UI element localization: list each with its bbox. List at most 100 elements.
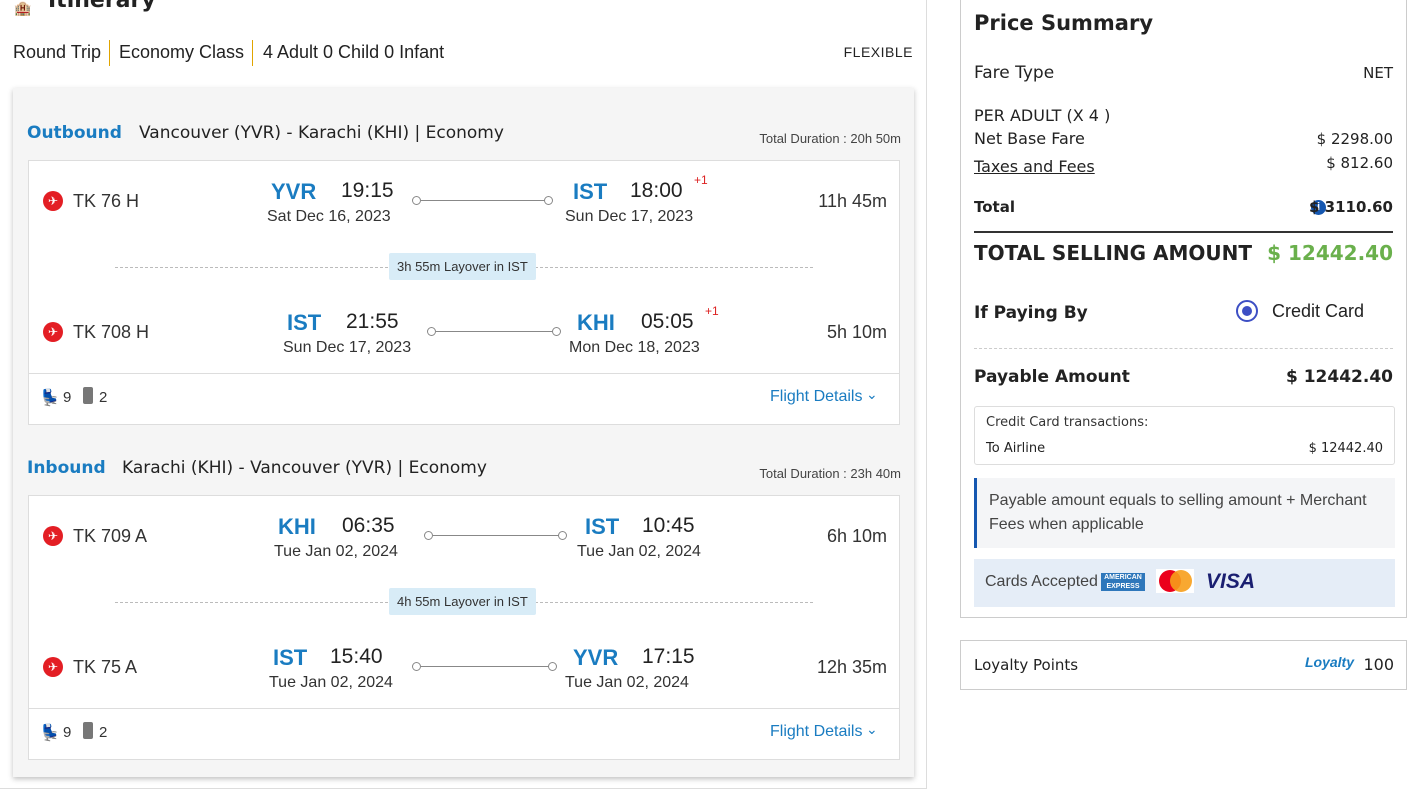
flight-segment-row: ✈ TK 708 H IST 21:55 Sun Dec 17, 2023 KHI 05:0… (29, 304, 899, 360)
total-selling-label: TOTAL SELLING AMOUNT (974, 241, 1253, 265)
departure-time: 19:15 (341, 179, 394, 202)
taxes-value: $ 812.60 (1326, 154, 1393, 172)
baggage-count: 2 (99, 389, 108, 406)
flight-number: TK 75 A (73, 657, 138, 677)
origin-code: IST (287, 310, 322, 335)
payable-amount-value: $ 12442.40 (1285, 367, 1393, 387)
day-offset-badge: +1 (705, 304, 719, 318)
itinerary-icon: 🏨 (14, 0, 32, 16)
route-end-dot (552, 327, 561, 336)
origin-code: YVR (271, 179, 317, 204)
credit-card-label[interactable]: Credit Card (1272, 301, 1365, 321)
seat-icon: 💺 (40, 390, 60, 407)
mastercard-icon (1156, 569, 1194, 593)
price-summary-panel: Price Summary Fare Type NET PER ADULT (X… (960, 0, 1407, 618)
origin-code: IST (273, 645, 308, 670)
total-selling-value: $ 12442.40 (1267, 241, 1393, 265)
journey-segments-box: ✈ TK 76 H YVR 19:15 Sat Dec 16, 2023 IST 18:00… (28, 160, 900, 425)
route-line (421, 666, 549, 667)
page-title: Itinerary (48, 0, 156, 13)
fare-flag: FLEXIBLE (843, 44, 913, 60)
baggage-icon (83, 722, 93, 739)
turkish-airlines-logo-icon: ✈ (43, 526, 63, 546)
departure-time: 21:55 (346, 310, 399, 333)
baggage-icon (83, 387, 93, 404)
segment-duration: 6h 10m (826, 526, 887, 546)
chevron-down-icon[interactable]: ⌄ (866, 386, 878, 402)
flight-number: TK 708 H (73, 322, 150, 342)
route-end-dot (544, 196, 553, 205)
route-start-dot (427, 327, 436, 336)
route-start-dot (424, 531, 433, 540)
route-end-dot (548, 662, 557, 671)
fare-type-label: Fare Type (974, 63, 1055, 83)
flight-segment-row: ✈ TK 709 A KHI 06:35 Tue Jan 02, 2024 IST 10:4… (29, 514, 899, 564)
departure-date: Tue Jan 02, 2024 (269, 674, 393, 691)
arrival-date: Sun Dec 17, 2023 (565, 208, 694, 225)
route-start-dot (412, 196, 421, 205)
divider (974, 348, 1393, 349)
layover-badge: 4h 55m Layover in IST (389, 588, 536, 615)
destination-code: KHI (577, 310, 615, 335)
total-value: $ 3110.60 (1309, 198, 1393, 216)
loyalty-logo: Loyalty (1304, 654, 1354, 670)
route-end-dot (558, 531, 567, 540)
seats-available: 9 (63, 389, 72, 406)
taxes-and-fees-link[interactable]: Taxes and Fees (974, 157, 1095, 176)
arrival-time: 05:05 (641, 310, 694, 333)
flight-segment-row: ✈ TK 75 A IST 15:40 Tue Jan 02, 2024 YVR 17:15… (29, 645, 899, 695)
flight-number: TK 76 H (73, 191, 140, 211)
origin-code: KHI (278, 514, 316, 539)
seats-available: 9 (63, 724, 72, 741)
route-label: Karachi (KHI) - Vancouver (YVR) | Econom… (122, 458, 487, 478)
departure-time: 15:40 (330, 645, 383, 668)
turkish-airlines-logo-icon: ✈ (43, 322, 63, 342)
total-duration: Total Duration : 20h 50m (759, 131, 901, 146)
chevron-down-icon[interactable]: ⌄ (866, 721, 878, 737)
paying-by-label: If Paying By (974, 303, 1088, 323)
info-icon[interactable]: i (1311, 200, 1326, 215)
seat-icon: 💺 (40, 725, 60, 742)
journey-segments-box: ✈ TK 709 A KHI 06:35 Tue Jan 02, 2024 IST 10:4… (28, 495, 900, 760)
segment-duration: 5h 10m (826, 322, 887, 342)
direction-label: Outbound (27, 123, 122, 143)
amex-icon: AMERICAN EXPRESS (1101, 573, 1145, 591)
flight-details-link[interactable]: Flight Details (770, 723, 863, 740)
arrival-time: 10:45 (642, 514, 695, 537)
fare-type-value: NET (1363, 64, 1393, 82)
segment-duration: 12h 35m (816, 657, 887, 677)
loyalty-points-box: Loyalty Points Loyalty 100 (960, 640, 1407, 690)
route-line (436, 331, 553, 332)
cc-title: Credit Card transactions: (986, 415, 1149, 430)
arrival-time: 17:15 (642, 645, 695, 668)
departure-date: Sun Dec 17, 2023 (283, 339, 412, 356)
baggage-count: 2 (99, 724, 108, 741)
departure-date: Sat Dec 16, 2023 (267, 208, 391, 225)
layover-badge: 3h 55m Layover in IST (389, 253, 536, 280)
arrival-date: Mon Dec 18, 2023 (569, 339, 700, 356)
departure-date: Tue Jan 02, 2024 (274, 543, 398, 560)
itinerary-card: Outbound Vancouver (YVR) - Karachi (KHI) … (13, 88, 914, 777)
trip-type: Round Trip (13, 42, 102, 62)
arrival-date: Tue Jan 02, 2024 (565, 674, 689, 691)
total-label: Total (974, 198, 1015, 216)
visa-icon: VISA (1206, 570, 1256, 593)
route-label: Vancouver (YVR) - Karachi (KHI) | Econom… (139, 123, 504, 143)
turkish-airlines-logo-icon: ✈ (43, 191, 63, 211)
divider (974, 231, 1393, 233)
price-summary-title: Price Summary (974, 11, 1154, 35)
destination-code: YVR (573, 645, 619, 670)
itinerary-panel: 🏨 Itinerary Round Trip Economy Class 4 A… (0, 0, 927, 789)
credit-card-radio[interactable] (1236, 300, 1258, 322)
flight-details-link[interactable]: Flight Details (770, 388, 863, 405)
merchant-fee-note: Payable amount equals to selling amount … (974, 478, 1395, 548)
route-line (433, 535, 559, 536)
day-offset-badge: +1 (694, 173, 708, 187)
destination-code: IST (573, 179, 608, 204)
passenger-count: 4 Adult 0 Child 0 Infant (263, 42, 445, 62)
cabin-class: Economy Class (119, 42, 245, 62)
divider (252, 40, 253, 66)
net-base-fare-label: Net Base Fare (974, 129, 1085, 148)
total-duration: Total Duration : 23h 40m (759, 466, 901, 481)
loyalty-points-value: 100 (1363, 655, 1394, 674)
